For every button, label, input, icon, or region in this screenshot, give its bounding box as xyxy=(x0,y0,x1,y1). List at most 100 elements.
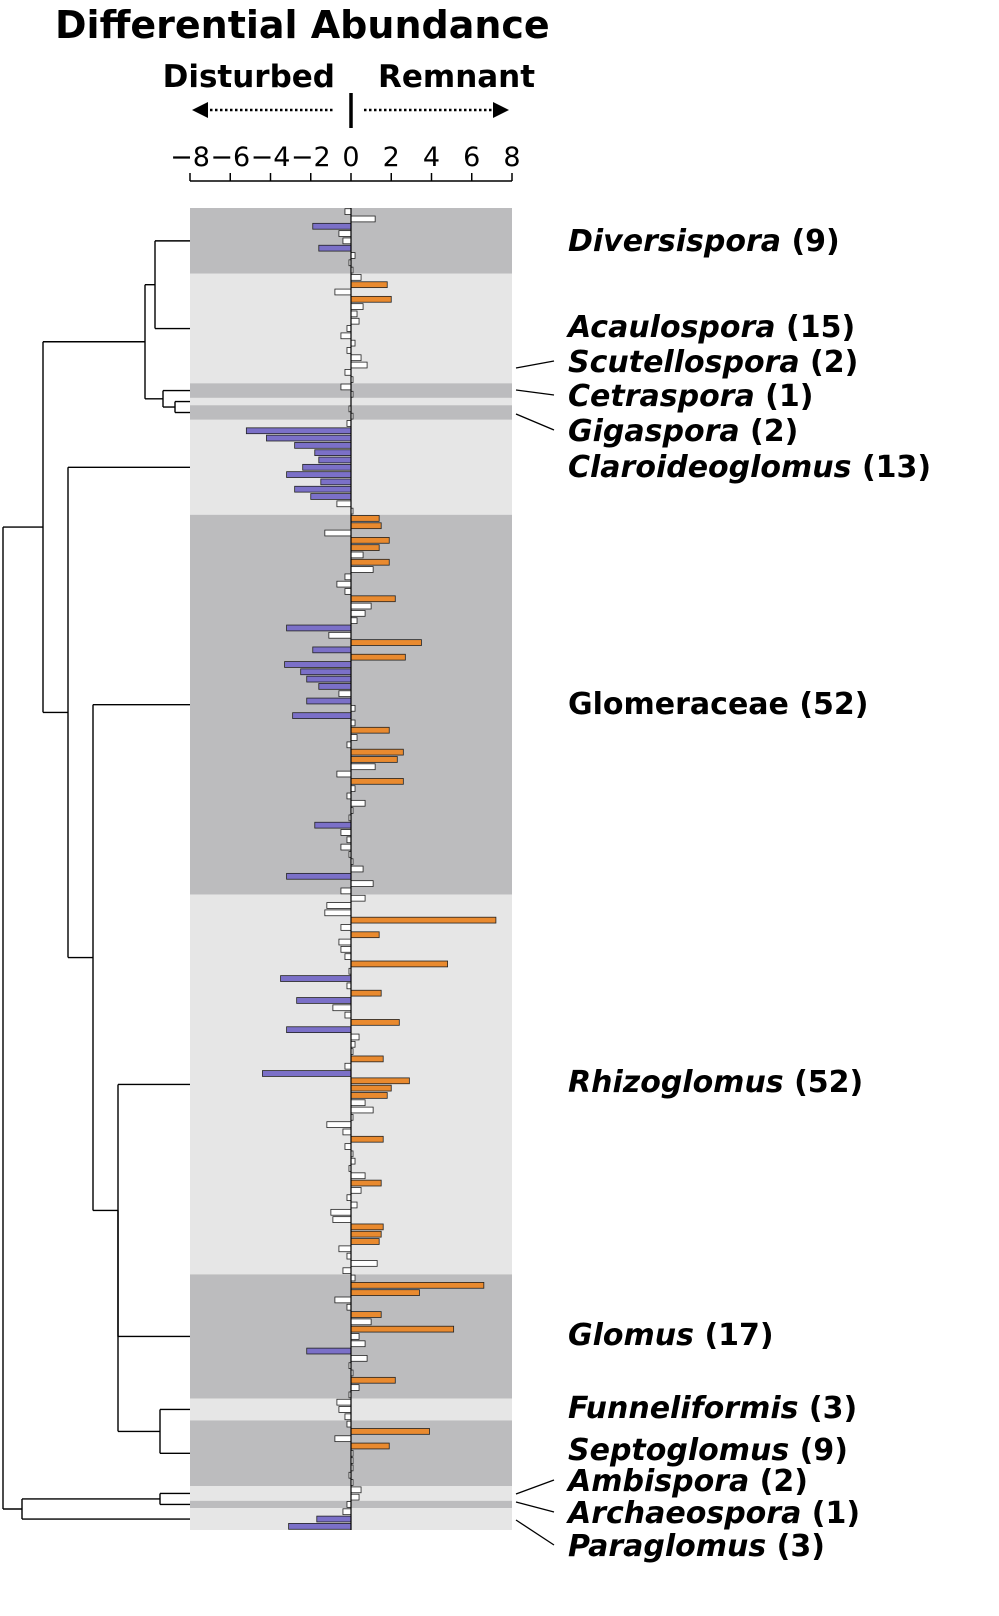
bar xyxy=(292,712,352,719)
bar xyxy=(286,471,352,478)
bar xyxy=(350,865,364,873)
label-leader-line xyxy=(515,1479,555,1495)
x-tick-label: 0 xyxy=(342,142,359,173)
bar xyxy=(338,1245,352,1253)
bar xyxy=(350,1238,380,1245)
direction-label-disturbed: Disturbed xyxy=(163,59,335,95)
bar xyxy=(334,1296,352,1304)
bar xyxy=(350,894,366,902)
bar xyxy=(350,1260,378,1267)
bar xyxy=(350,515,380,522)
x-axis: −8 −6 −4 −2 0 2 4 6 8 xyxy=(170,142,521,182)
bar xyxy=(324,909,352,917)
bar xyxy=(340,946,352,953)
bar xyxy=(350,1187,362,1194)
bar xyxy=(340,829,352,836)
bar xyxy=(346,982,352,990)
bar xyxy=(316,1515,352,1523)
bar xyxy=(350,281,388,289)
group-name: Diversispora xyxy=(568,224,781,259)
bar xyxy=(344,208,352,215)
label-leader-line xyxy=(515,360,555,369)
bar xyxy=(340,924,352,931)
bar xyxy=(312,646,352,654)
group-count: (1) xyxy=(801,1496,860,1531)
bar xyxy=(350,1077,410,1085)
bar xyxy=(350,719,356,727)
bar xyxy=(350,317,360,325)
group-labels: Diversispora (9) Acaulospora (15)Scutello… xyxy=(515,224,931,1564)
bar xyxy=(346,325,352,332)
bar xyxy=(332,1004,352,1012)
bars xyxy=(245,208,497,1530)
x-tick-label: −4 xyxy=(251,142,291,173)
bar xyxy=(350,1340,366,1348)
bar xyxy=(350,1318,372,1326)
bar xyxy=(294,442,352,449)
bar xyxy=(306,697,352,705)
bar xyxy=(350,1040,356,1048)
bar xyxy=(350,310,358,318)
bar xyxy=(350,522,382,530)
bar xyxy=(336,580,352,588)
x-tick-label: −2 xyxy=(291,142,331,173)
bar xyxy=(350,1019,400,1026)
bar xyxy=(350,763,376,771)
bar xyxy=(350,1223,384,1231)
bar xyxy=(334,1435,352,1443)
bar xyxy=(334,288,352,296)
bar xyxy=(245,427,352,435)
bar xyxy=(340,843,352,851)
group-count: (17) xyxy=(694,1318,774,1353)
bar xyxy=(344,588,352,595)
bar xyxy=(350,1099,366,1107)
bar xyxy=(350,1281,485,1289)
group-label: Glomeraceae (52) xyxy=(568,687,869,722)
bar xyxy=(336,1398,352,1406)
bar xyxy=(326,902,352,909)
group-count: (9) xyxy=(789,1433,848,1468)
bar xyxy=(350,1157,356,1165)
group-name: Paraglomus xyxy=(568,1529,766,1564)
group-label: Cetraspora (1) xyxy=(568,379,813,414)
bar xyxy=(350,1325,455,1333)
bar xyxy=(336,500,352,508)
x-tick-label: −8 xyxy=(170,142,210,173)
bar xyxy=(280,975,352,982)
group-label: Septoglomus (9) xyxy=(568,1433,848,1468)
bar xyxy=(346,1420,352,1428)
bar xyxy=(338,938,352,946)
group-name: Glomus xyxy=(568,1318,694,1353)
bar xyxy=(350,558,390,566)
bar xyxy=(350,653,406,661)
bar xyxy=(318,683,352,690)
bar xyxy=(350,960,448,968)
group-count: (1) xyxy=(755,379,814,414)
bar xyxy=(346,1501,352,1508)
bar xyxy=(350,610,366,617)
bar xyxy=(350,799,366,807)
group-name: Claroideoglomus xyxy=(568,450,852,485)
bar xyxy=(350,303,364,310)
bar xyxy=(350,916,497,924)
group-name: Archaeospora xyxy=(566,1496,801,1531)
bar xyxy=(350,1230,382,1238)
x-tick-label: 8 xyxy=(503,142,520,173)
group-label: Archaeospora (1) xyxy=(566,1496,860,1531)
arrow-disturbed-head xyxy=(192,102,208,118)
group-count: (9) xyxy=(781,224,840,259)
bar xyxy=(350,1135,384,1143)
group-count: (3) xyxy=(798,1391,857,1426)
bar xyxy=(338,1406,352,1413)
bar xyxy=(350,1274,356,1282)
group-count: (2) xyxy=(749,1464,808,1499)
group-count: (52) xyxy=(784,1065,864,1100)
bar xyxy=(350,989,382,997)
bar xyxy=(350,1493,360,1501)
bar xyxy=(342,237,352,245)
x-tick-label: −6 xyxy=(210,142,250,173)
bar xyxy=(350,1172,366,1180)
bar xyxy=(330,1208,352,1216)
group-count: (3) xyxy=(766,1529,825,1564)
bar xyxy=(346,836,352,844)
